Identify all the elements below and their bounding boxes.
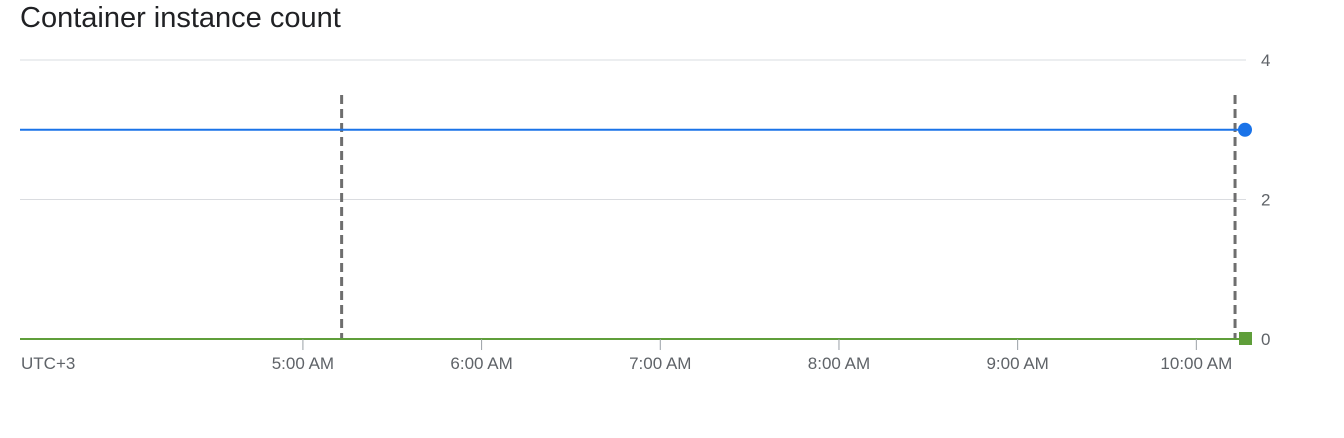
chart-title: Container instance count <box>20 2 341 34</box>
x-axis-ticks: 5:00 AM 6:00 AM 7:00 AM 8:00 AM 9:00 AM 10:00… <box>272 339 1232 373</box>
series-end-point <box>1238 122 1252 137</box>
x-tick-label: 7:00 AM <box>629 354 691 373</box>
y-axis-ticks: 0 2 4 <box>1261 51 1270 349</box>
y-tick-label: 2 <box>1261 191 1270 210</box>
vertical-markers <box>340 95 1237 339</box>
x-tick-label: 6:00 AM <box>450 354 512 373</box>
x-tick-label: 9:00 AM <box>986 354 1048 373</box>
x-tick-label: 5:00 AM <box>272 354 334 373</box>
x-tick-label: 10:00 AM <box>1160 354 1232 373</box>
y-tick-label: 0 <box>1261 330 1270 349</box>
series-layer <box>20 122 1252 345</box>
series-end-point <box>1239 332 1252 345</box>
x-tick-label: 8:00 AM <box>808 354 870 373</box>
timezone-label: UTC+3 <box>21 354 75 373</box>
gridlines <box>20 59 1246 340</box>
y-tick-label: 4 <box>1261 51 1270 70</box>
